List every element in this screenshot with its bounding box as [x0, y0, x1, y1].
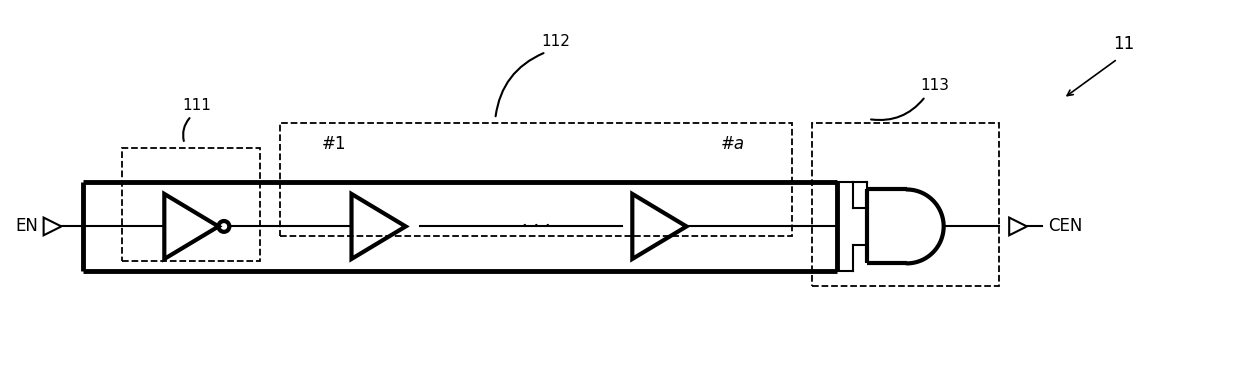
Text: 113: 113 [921, 78, 950, 93]
Text: 11: 11 [1112, 35, 1133, 53]
Text: #a: #a [722, 135, 745, 153]
Text: 112: 112 [542, 34, 570, 49]
Text: · · ·: · · · [522, 218, 551, 235]
Text: EN: EN [16, 218, 38, 235]
Text: #1: #1 [322, 135, 346, 153]
Text: CEN: CEN [1049, 218, 1083, 235]
Text: 111: 111 [182, 98, 211, 113]
